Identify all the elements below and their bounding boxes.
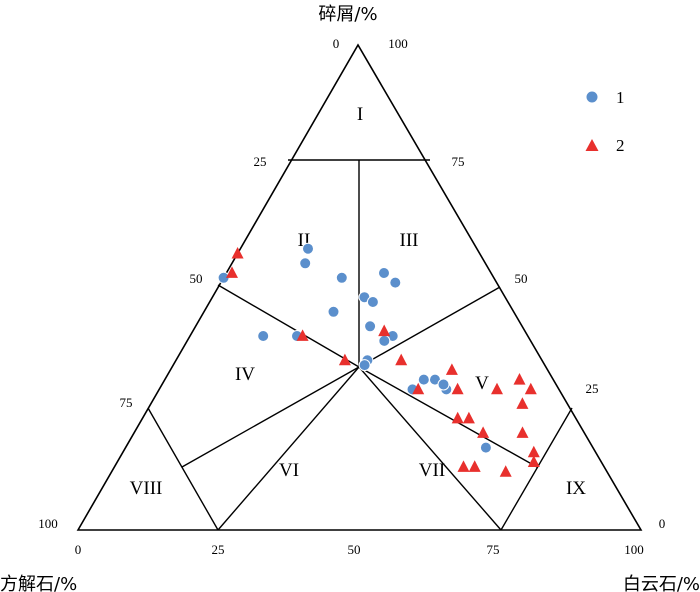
divider-lower-right [358, 366, 538, 468]
data-point-series-2 [513, 373, 526, 385]
data-point-series-1 [378, 267, 390, 279]
data-point-series-1 [302, 242, 314, 255]
data-point-series-1 [389, 276, 402, 289]
data-point-series-2 [516, 397, 529, 409]
data-point-series-2 [468, 460, 481, 472]
data-point-series-2 [378, 324, 391, 337]
data-point-series-2 [457, 460, 470, 472]
chart-frame [76, 43, 643, 531]
data-point-series-1 [437, 378, 450, 391]
legend: 1 2 [585, 88, 625, 155]
divider-bottom-right [358, 366, 502, 531]
region-label-i: I [357, 104, 363, 125]
right-tick-label: 50 [515, 271, 528, 286]
legend-label-2: 2 [616, 136, 625, 155]
tick-labels: 0 100 25 50 75 100 75 50 25 0 0 25 50 75… [38, 36, 665, 557]
data-point-series-1 [366, 296, 379, 308]
data-point-series-2 [527, 455, 540, 467]
divider-left [217, 284, 360, 368]
data-point-series-1 [257, 330, 270, 342]
divider-lower-left [181, 366, 360, 468]
data-point-series-2 [338, 353, 351, 366]
region-label-iv: IV [235, 364, 255, 385]
data-point-series-2 [462, 411, 475, 424]
bottom-tick-label: 25 [212, 542, 225, 557]
data-point-series-2 [451, 411, 464, 424]
region-label-v: V [475, 373, 489, 394]
data-points [217, 242, 540, 477]
data-point-series-1 [378, 334, 391, 347]
data-point-series-1 [479, 441, 492, 454]
data-point-series-1 [327, 305, 340, 318]
bottom-tick-label: 0 [75, 542, 82, 557]
data-point-series-2 [231, 247, 244, 259]
legend-marker-circle [585, 90, 599, 104]
left-tick-label: 75 [120, 395, 133, 410]
data-point-series-1 [299, 257, 312, 270]
left-tick-label: 25 [254, 154, 267, 169]
left-tick-label: 50 [190, 271, 203, 286]
data-point-series-2 [491, 382, 503, 395]
top-zero-label: 0 [333, 36, 340, 51]
data-point-series-2 [226, 266, 238, 278]
top-apex-label: 100 [388, 36, 408, 51]
divider-bottom-left [217, 366, 360, 531]
bottom-tick-label: 100 [624, 542, 644, 557]
data-point-series-2 [412, 382, 425, 395]
data-point-series-2 [445, 363, 458, 375]
data-point-series-2 [296, 329, 309, 341]
data-point-series-2 [499, 465, 512, 477]
data-point-series-2 [516, 426, 529, 438]
axis-titles: 碎屑/% 方解石/% 白云石/% [0, 4, 700, 592]
region-label-viii: VIII [130, 478, 163, 499]
bottom-tick-label: 75 [487, 542, 500, 557]
data-point-series-1 [358, 359, 371, 372]
divider-corner-right [500, 407, 573, 531]
region-labels: I II III IV V VI VII VIII IX [130, 104, 587, 499]
data-point-series-2 [395, 353, 408, 366]
region-label-vi: VI [279, 460, 299, 481]
data-point-series-1 [364, 320, 377, 333]
bottom-tick-label: 50 [348, 542, 361, 557]
axis-title-right: 白云石/% [623, 574, 700, 592]
left-apex-label: 100 [38, 516, 58, 531]
data-point-series-2 [451, 382, 464, 395]
data-point-series-2 [477, 426, 490, 438]
axis-title-top: 碎屑/% [318, 4, 377, 25]
legend-label-1: 1 [616, 88, 625, 107]
right-zero-label: 0 [659, 516, 666, 531]
data-point-series-1 [335, 271, 348, 284]
right-tick-label: 25 [586, 381, 599, 396]
divider-corner-left [147, 407, 219, 531]
axis-title-left: 方解石/% [0, 574, 77, 592]
legend-marker-triangle [585, 139, 599, 151]
right-tick-label: 75 [452, 154, 465, 169]
data-point-series-2 [527, 445, 540, 458]
region-label-iii: III [400, 230, 419, 251]
region-label-ix: IX [566, 478, 586, 499]
data-point-series-2 [524, 382, 537, 395]
divider-right [358, 286, 501, 368]
data-point-series-1 [417, 373, 430, 386]
region-label-vii: VII [419, 460, 445, 481]
